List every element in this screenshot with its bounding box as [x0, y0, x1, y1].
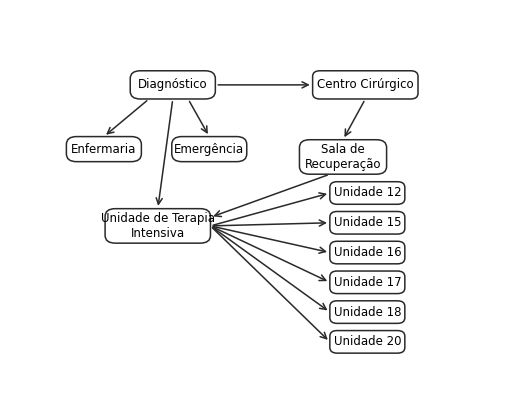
- FancyBboxPatch shape: [330, 271, 405, 293]
- Text: Unidade 20: Unidade 20: [334, 335, 401, 348]
- Text: Sala de
Recuperação: Sala de Recuperação: [305, 143, 381, 171]
- Text: Enfermaria: Enfermaria: [71, 142, 137, 155]
- Text: Emergência: Emergência: [174, 142, 244, 155]
- FancyBboxPatch shape: [66, 137, 141, 162]
- Text: Unidade 16: Unidade 16: [334, 246, 401, 259]
- FancyBboxPatch shape: [300, 140, 386, 174]
- Text: Unidade 17: Unidade 17: [334, 276, 401, 289]
- FancyBboxPatch shape: [172, 137, 247, 162]
- FancyBboxPatch shape: [330, 182, 405, 204]
- Text: Diagnóstico: Diagnóstico: [138, 79, 208, 92]
- Text: Unidade 12: Unidade 12: [334, 186, 401, 199]
- Text: Centro Cirúrgico: Centro Cirúrgico: [317, 79, 414, 92]
- Text: Unidade 15: Unidade 15: [334, 216, 401, 229]
- FancyBboxPatch shape: [330, 301, 405, 324]
- FancyBboxPatch shape: [330, 330, 405, 353]
- Text: Unidade de Terapia
Intensiva: Unidade de Terapia Intensiva: [101, 212, 215, 240]
- FancyBboxPatch shape: [105, 209, 210, 243]
- FancyBboxPatch shape: [313, 71, 418, 99]
- FancyBboxPatch shape: [330, 241, 405, 264]
- FancyBboxPatch shape: [130, 71, 215, 99]
- Text: Unidade 18: Unidade 18: [334, 306, 401, 319]
- FancyBboxPatch shape: [330, 212, 405, 234]
